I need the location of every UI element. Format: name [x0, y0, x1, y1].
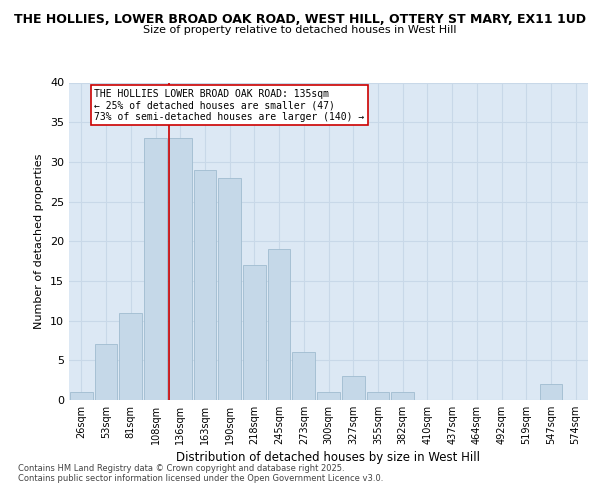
- Bar: [218, 178, 241, 400]
- Text: Contains public sector information licensed under the Open Government Licence v3: Contains public sector information licen…: [18, 474, 383, 483]
- Text: Size of property relative to detached houses in West Hill: Size of property relative to detached ho…: [143, 25, 457, 35]
- Bar: [342, 376, 365, 400]
- Bar: [194, 170, 216, 400]
- X-axis label: Distribution of detached houses by size in West Hill: Distribution of detached houses by size …: [176, 451, 481, 464]
- Bar: [169, 138, 191, 400]
- Text: THE HOLLIES, LOWER BROAD OAK ROAD, WEST HILL, OTTERY ST MARY, EX11 1UD: THE HOLLIES, LOWER BROAD OAK ROAD, WEST …: [14, 13, 586, 26]
- Bar: [243, 265, 266, 400]
- Bar: [144, 138, 167, 400]
- Y-axis label: Number of detached properties: Number of detached properties: [34, 154, 44, 329]
- Bar: [367, 392, 389, 400]
- Bar: [391, 392, 414, 400]
- Text: Contains HM Land Registry data © Crown copyright and database right 2025.: Contains HM Land Registry data © Crown c…: [18, 464, 344, 473]
- Bar: [95, 344, 118, 400]
- Bar: [539, 384, 562, 400]
- Bar: [70, 392, 93, 400]
- Text: THE HOLLIES LOWER BROAD OAK ROAD: 135sqm
← 25% of detached houses are smaller (4: THE HOLLIES LOWER BROAD OAK ROAD: 135sqm…: [94, 89, 364, 122]
- Bar: [268, 249, 290, 400]
- Bar: [292, 352, 315, 400]
- Bar: [317, 392, 340, 400]
- Bar: [119, 312, 142, 400]
